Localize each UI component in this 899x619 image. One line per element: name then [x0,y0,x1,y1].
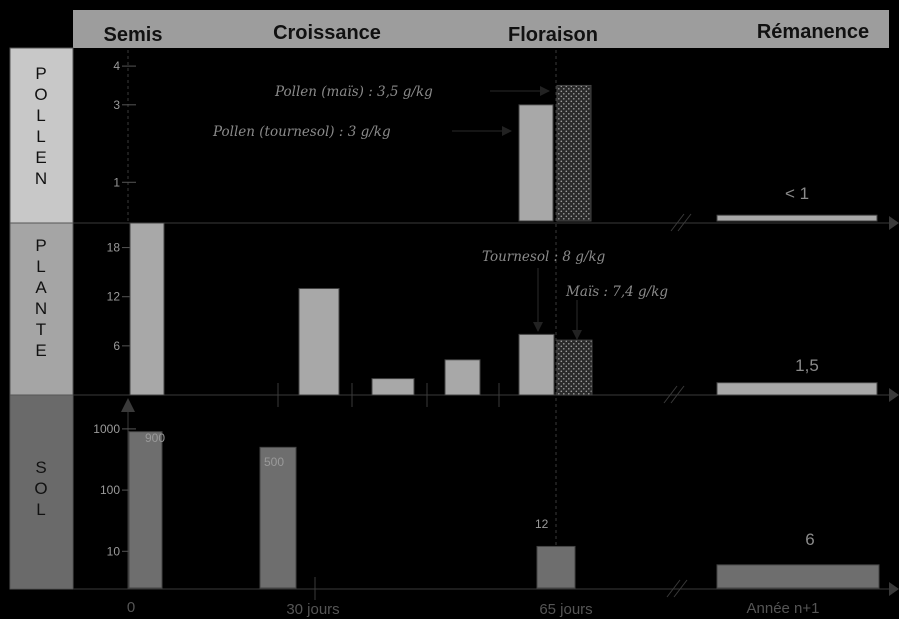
pollen-letter: L [36,127,45,146]
axis-break [666,579,681,598]
sol-axis-arrow [889,582,899,596]
axis-arrows [121,216,899,596]
axis-break [663,385,678,404]
y-tick-label: 1 [113,175,120,189]
header-phase-croissance: Croissance [273,22,381,44]
axis-break [677,213,692,232]
annotation-plante-mais: Maïs : 7,4 g/kg [565,284,668,300]
axis-breaks [663,213,692,598]
x-label-30-jours: 30 jours [286,601,339,618]
axis-break [673,579,688,598]
plante-axis-arrow [889,388,899,402]
bars [128,84,880,589]
x-label-0: 0 [127,599,135,616]
annotation-arrows [452,86,582,340]
y-tick-label: 100 [100,483,120,497]
sol-bar [259,446,297,589]
header-corner [10,10,73,48]
plante-letter: L [36,257,45,276]
sol-value-label: 12 [535,517,549,531]
header-phase-remanence: Rémanence [757,21,869,43]
axis-break [670,213,685,232]
annotation-pollen-tournesol: Pollen (tournesol) : 3 g/kg [212,124,391,140]
sol-value-label: 900 [145,431,165,445]
plante-bar [556,339,593,396]
x-label-annee-n1: Année n+1 [747,600,820,617]
plante-letter: N [35,299,47,318]
annotation-pollen-mais: Pollen (maïs) : 3,5 g/kg [274,84,433,100]
pollen-remanence-label: < 1 [785,184,809,203]
header-phase-floraison: Floraison [508,24,598,46]
y-ticks: 1 3 4 6 12 18 10 100 1000 [93,59,136,558]
y-tick-label: 10 [107,544,121,558]
y-tick-label: 18 [107,241,121,255]
sol-value-label: 500 [264,455,284,469]
axis-break [670,385,685,404]
pollen-letter: O [34,85,47,104]
pollen-bar [716,214,878,222]
pollen-axis-arrow [889,216,899,230]
y-tick-label: 12 [107,290,121,304]
plante-letter: T [36,320,46,339]
pollen-bar [518,104,554,222]
header-band [73,10,889,48]
plante-bar [444,359,481,396]
pollen-letter: L [36,106,45,125]
plante-letter: P [35,236,46,255]
sol-letter: L [36,500,45,519]
pollen-letter: P [35,64,46,83]
panel-label-sol [9,394,74,590]
plante-bar [716,382,878,396]
sol-remanence-label: 6 [805,530,814,549]
sol-bar [536,545,576,589]
sol-letters: S O L [34,458,47,519]
plante-letters: P L A N T E [35,236,47,360]
x-label-65-jours: 65 jours [539,601,592,618]
plante-letter: A [35,278,47,297]
plante-letter: E [35,341,46,360]
plante-bar [129,222,165,396]
pollen-letter: E [35,148,46,167]
sol-letter: O [34,479,47,498]
pollen-letters: P O L L E N [34,64,47,188]
pollen-bar [556,84,592,222]
pollen-letter: N [35,169,47,188]
header-phase-semis: Semis [104,24,163,46]
plante-bar [371,378,415,396]
sol-bar [716,564,880,589]
panel-label-plante [9,222,74,396]
sol-up-arrow [121,398,135,412]
y-tick-label: 1000 [93,422,120,436]
y-tick-label: 4 [113,59,120,73]
plante-remanence-label: 1,5 [795,356,819,375]
plante-bar [298,288,340,396]
sol-bar [128,431,163,589]
annotation-plante-tournesol: Tournesol : 8 g/kg [482,249,606,265]
plante-bar [518,333,555,396]
y-tick-label: 3 [113,98,120,112]
sol-letter: S [35,458,46,477]
y-tick-label: 6 [113,339,120,353]
